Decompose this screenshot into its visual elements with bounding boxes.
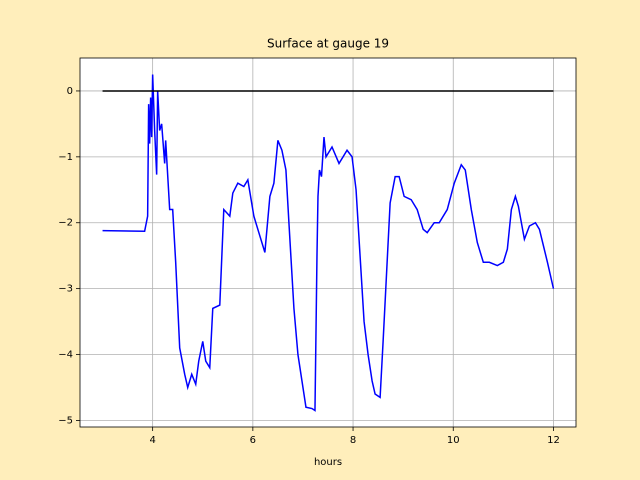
- plot-area: [80, 58, 576, 427]
- x-tick-label: 12: [547, 435, 560, 446]
- x-tick-label: 10: [447, 435, 460, 446]
- y-tick-label: −2: [58, 218, 73, 229]
- x-tick-label: 8: [350, 435, 356, 446]
- axes-frame: [79, 57, 577, 428]
- chart-title: Surface at gauge 19: [267, 37, 389, 51]
- y-tick-label: −1: [58, 152, 73, 163]
- x-axis-label: hours: [314, 457, 342, 468]
- y-tick-label: −3: [58, 284, 73, 295]
- y-tick-label: −4: [58, 350, 73, 361]
- line-series: [102, 74, 555, 412]
- x-tick-label: 6: [250, 435, 256, 446]
- y-tick-label: 0: [67, 86, 73, 97]
- x-tick-label: 4: [149, 435, 155, 446]
- y-tick-label: −5: [58, 415, 73, 426]
